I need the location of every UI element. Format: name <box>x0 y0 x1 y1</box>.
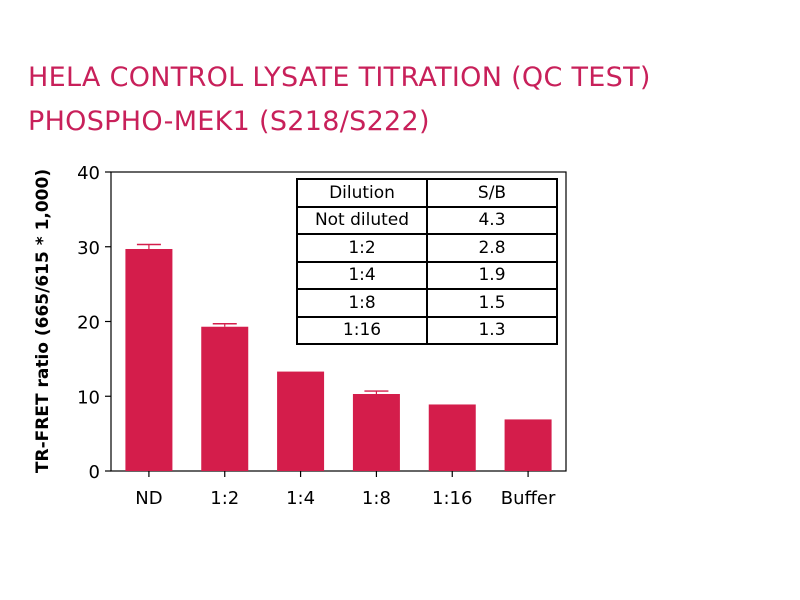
table-row: 1:2 2.8 <box>296 233 558 263</box>
table-cell-sb: 1.5 <box>426 288 558 318</box>
table-cell-dilution: 1:16 <box>296 315 428 345</box>
y-axis-ticks: 0 10 20 30 40 <box>77 163 111 483</box>
y-tick-label: 20 <box>77 313 100 334</box>
x-tick-label: 1:16 <box>432 488 472 509</box>
table-header-dilution: Dilution <box>296 178 428 208</box>
table-header-sb: S/B <box>426 178 558 208</box>
x-tick-label: 1:2 <box>210 488 239 509</box>
y-tick-label: 40 <box>77 163 100 184</box>
bar <box>277 371 325 471</box>
bar-series <box>125 243 552 471</box>
bar <box>125 248 173 471</box>
table-row: 1:16 1.3 <box>296 315 558 345</box>
x-axis-labels: ND 1:2 1:4 1:8 1:16 Buffer <box>135 471 556 509</box>
y-axis-title: TR-FRET ratio (665/615 * 1,000) <box>33 169 53 473</box>
x-tick-label: Buffer <box>501 488 556 509</box>
table-cell-sb: 1.3 <box>426 315 558 345</box>
table-row: Not diluted 4.3 <box>296 205 558 235</box>
table-cell-sb: 2.8 <box>426 233 558 263</box>
bar <box>201 326 249 471</box>
chart-title-line-1: HELA CONTROL LYSATE TITRATION (QC TEST) <box>28 62 651 93</box>
x-tick-label: ND <box>135 488 162 509</box>
table-cell-dilution: 1:2 <box>296 233 428 263</box>
chart-title-line-2: PHOSPHO-MEK1 (S218/S222) <box>28 106 430 137</box>
x-tick-label: 1:4 <box>286 488 315 509</box>
y-tick-label: 0 <box>89 462 100 483</box>
table-header-row: Dilution S/B <box>296 178 558 208</box>
table-cell-dilution: 1:8 <box>296 288 428 318</box>
table-cell-sb: 4.3 <box>426 205 558 235</box>
bar <box>504 419 552 471</box>
y-tick-label: 10 <box>77 387 100 408</box>
table-cell-sb: 1.9 <box>426 260 558 290</box>
bar <box>352 394 400 471</box>
signal-to-background-table: Dilution S/B Not diluted 4.3 1:2 2.8 1:4… <box>296 178 558 345</box>
table-cell-dilution: 1:4 <box>296 260 428 290</box>
y-tick-label: 30 <box>77 238 100 259</box>
table-cell-dilution: Not diluted <box>296 205 428 235</box>
table-row: 1:4 1.9 <box>296 260 558 290</box>
table-row: 1:8 1.5 <box>296 288 558 318</box>
x-tick-label: 1:8 <box>362 488 391 509</box>
bar <box>428 404 476 471</box>
